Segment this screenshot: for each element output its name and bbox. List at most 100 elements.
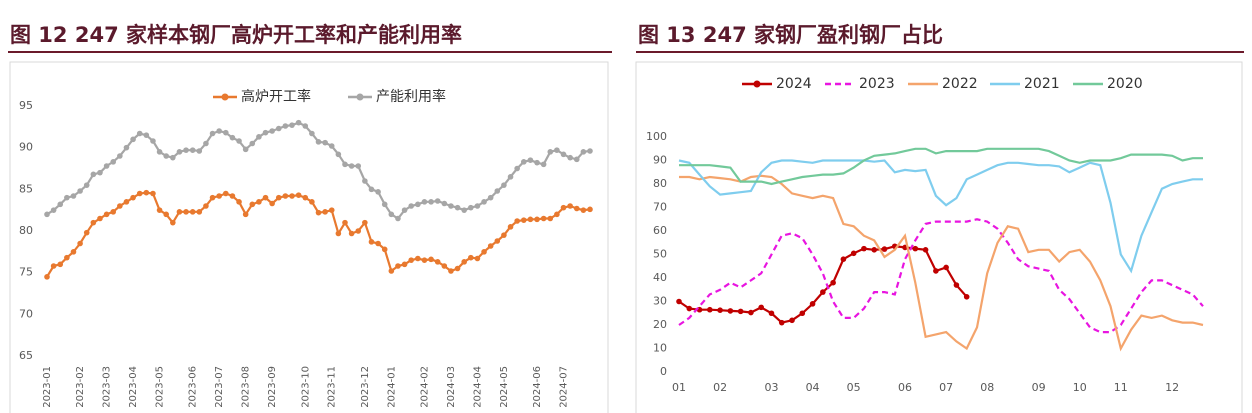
- data-point: [77, 188, 83, 194]
- chart-frame: [9, 61, 609, 413]
- data-point: [57, 201, 64, 208]
- data-point: [520, 159, 527, 165]
- x-tick-label: 2023-03: [102, 366, 113, 408]
- legend-label: 2023: [859, 76, 895, 92]
- data-point: [375, 240, 381, 247]
- data-point: [933, 268, 939, 274]
- data-point: [461, 207, 467, 213]
- x-tick-label: 2024-01: [386, 366, 397, 408]
- data-point: [375, 189, 381, 195]
- data-point: [963, 294, 970, 300]
- data-point: [554, 211, 560, 218]
- data-point: [487, 243, 494, 249]
- data-point: [236, 138, 242, 144]
- data-point: [295, 192, 302, 198]
- data-point: [289, 193, 295, 199]
- data-point: [540, 215, 547, 222]
- data-point: [501, 182, 507, 188]
- data-point: [737, 308, 744, 315]
- chart-title: 图 12 247 家样本钢厂高炉开工率和产能利用率: [10, 23, 462, 47]
- data-point: [315, 209, 322, 216]
- data-point: [342, 161, 348, 168]
- legend-label: 2021: [1024, 76, 1060, 92]
- data-point: [282, 193, 289, 199]
- data-point: [302, 194, 309, 201]
- data-point: [150, 138, 156, 144]
- series-line: [679, 174, 1204, 352]
- series-line: [678, 159, 1203, 274]
- data-point: [130, 136, 136, 143]
- data-point: [309, 130, 315, 137]
- data-point: [368, 239, 375, 245]
- data-point: [103, 163, 110, 169]
- data-point: [222, 129, 229, 136]
- data-point: [110, 159, 117, 165]
- data-point: [196, 209, 203, 215]
- data-point: [789, 317, 795, 324]
- data-point: [355, 228, 362, 234]
- data-point: [249, 201, 256, 208]
- data-point: [527, 216, 534, 223]
- data-point: [727, 308, 734, 314]
- data-point: [123, 199, 130, 205]
- x-tick-label: 11: [1114, 381, 1128, 394]
- data-point: [355, 163, 362, 169]
- data-point: [395, 263, 401, 269]
- data-point: [850, 250, 857, 257]
- data-point: [328, 207, 335, 213]
- data-point: [368, 186, 375, 193]
- data-point: [249, 140, 256, 147]
- data-point: [401, 261, 408, 268]
- data-point: [335, 230, 342, 237]
- data-point: [388, 211, 395, 218]
- data-point: [560, 151, 567, 158]
- data-point: [315, 139, 322, 145]
- y-tick-label: 80: [653, 177, 667, 190]
- data-point: [520, 217, 527, 223]
- data-point: [441, 200, 448, 207]
- data-point: [953, 282, 960, 288]
- y-tick-label: 0: [660, 365, 667, 378]
- data-point: [295, 119, 302, 126]
- x-tick-label: 02: [713, 381, 727, 394]
- data-point: [64, 254, 70, 261]
- x-tick-label: 2024-05: [499, 366, 510, 408]
- data-point: [322, 209, 328, 215]
- data-point: [170, 219, 176, 226]
- data-point: [388, 268, 395, 274]
- y-tick-label: 90: [19, 141, 33, 154]
- data-point: [428, 199, 434, 205]
- chart-frame: [635, 61, 1243, 413]
- data-point: [861, 245, 867, 252]
- x-tick-label: 2023-08: [241, 366, 252, 408]
- data-point: [840, 256, 847, 263]
- data-point: [395, 215, 401, 222]
- data-point: [381, 246, 388, 253]
- data-point: [481, 249, 487, 255]
- data-point: [242, 211, 249, 218]
- data-point: [282, 123, 289, 129]
- data-point: [554, 147, 560, 153]
- data-point: [408, 257, 415, 263]
- data-point: [70, 249, 77, 255]
- data-point: [381, 201, 388, 208]
- legend-marker: [753, 80, 761, 88]
- data-point: [415, 255, 421, 262]
- x-tick-label: 10: [1073, 381, 1087, 394]
- data-point: [580, 149, 587, 155]
- y-tick-label: 40: [653, 271, 667, 284]
- data-point: [587, 148, 593, 154]
- data-point: [50, 207, 57, 213]
- data-point: [90, 219, 97, 226]
- data-point: [242, 146, 249, 153]
- data-point: [44, 274, 50, 280]
- x-tick-label: 01: [672, 381, 686, 394]
- data-point: [809, 301, 816, 307]
- data-point: [262, 129, 269, 136]
- data-point: [203, 140, 209, 147]
- data-point: [97, 169, 103, 176]
- y-tick-label: 20: [653, 318, 667, 331]
- data-point: [587, 206, 593, 213]
- data-point: [189, 209, 196, 215]
- data-point: [362, 178, 368, 184]
